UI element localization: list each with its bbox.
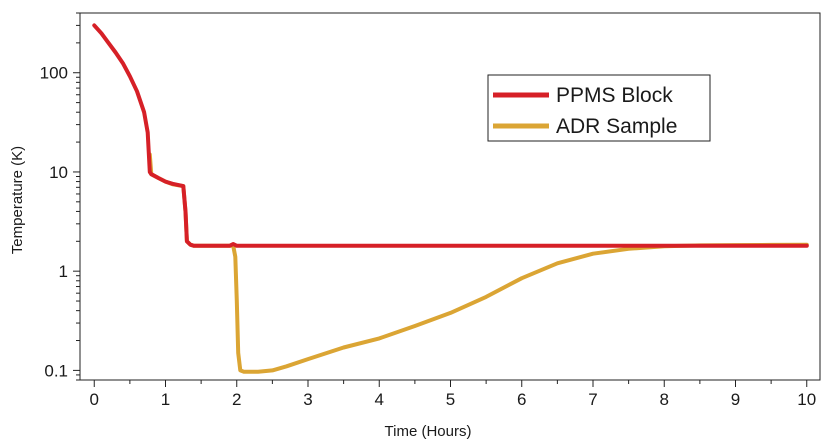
- x-tick-label: 2: [232, 390, 241, 409]
- x-tick-label: 4: [375, 390, 384, 409]
- y-axis-title: Temperature (K): [9, 146, 26, 254]
- x-tick-label: 7: [588, 390, 597, 409]
- legend-label-adr-sample: ADR Sample: [556, 115, 677, 138]
- x-tick-label: 5: [446, 390, 455, 409]
- x-tick-label: 8: [660, 390, 669, 409]
- plot-frame: [79, 12, 821, 381]
- legend-label-ppms-block: PPMS Block: [556, 84, 673, 107]
- y-tick-label: 100: [40, 64, 68, 83]
- x-tick-label: 0: [90, 390, 99, 409]
- plot-area: [79, 12, 821, 381]
- x-tick-label: 3: [303, 390, 312, 409]
- x-axis-title: Time (Hours): [385, 423, 472, 439]
- y-tick-label: 0.1: [44, 361, 68, 380]
- legend-box: [487, 74, 711, 142]
- x-tick-label: 6: [517, 390, 526, 409]
- series-line-adr-sample: [147, 152, 809, 374]
- axes: 0 1 2 3 4 5 6 7 8 9 10 0.1 1 10 100: [40, 12, 816, 409]
- y-tick-label: 1: [59, 262, 68, 281]
- x-tick-label: 1: [161, 390, 170, 409]
- x-tick-label: 9: [731, 390, 740, 409]
- series-layer: [92, 23, 809, 374]
- y-tick-label: 10: [49, 163, 68, 182]
- legend: PPMS Block ADR Sample: [487, 74, 711, 142]
- series-line-ppms-block: [92, 23, 809, 248]
- x-tick-label: 10: [797, 390, 816, 409]
